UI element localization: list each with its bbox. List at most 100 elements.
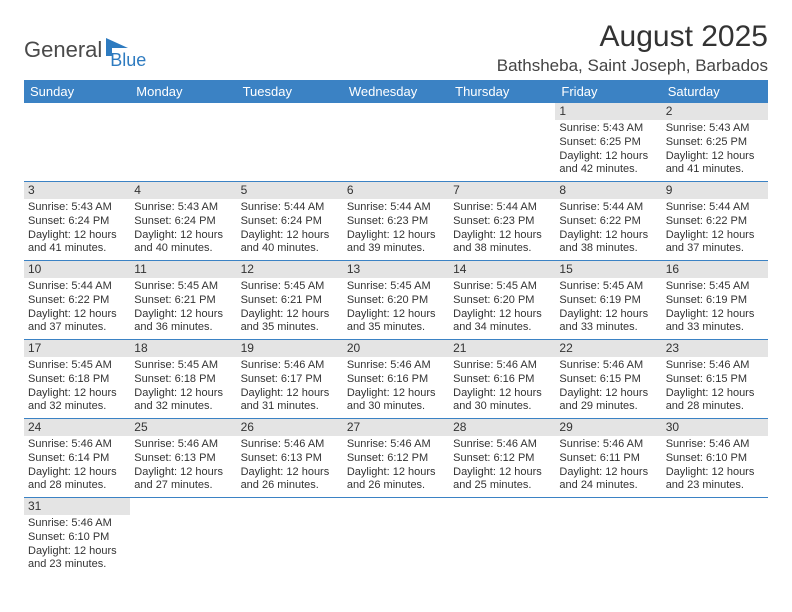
sunrise-text: Sunrise: 5:45 AM xyxy=(241,280,339,294)
sunrise-text: Sunrise: 5:46 AM xyxy=(28,517,126,531)
calendar-day-cell: 15Sunrise: 5:45 AMSunset: 6:19 PMDayligh… xyxy=(555,261,661,340)
daylight-text: Daylight: 12 hours xyxy=(559,150,657,164)
sunset-text: Sunset: 6:21 PM xyxy=(134,294,232,308)
daylight-text: Daylight: 12 hours xyxy=(559,466,657,480)
calendar-day-cell: 1Sunrise: 5:43 AMSunset: 6:25 PMDaylight… xyxy=(555,103,661,182)
day-number: 7 xyxy=(449,182,555,199)
sunrise-text: Sunrise: 5:44 AM xyxy=(559,201,657,215)
weekday-header: Sunday xyxy=(24,80,130,103)
sunset-text: Sunset: 6:16 PM xyxy=(453,373,551,387)
day-number: 8 xyxy=(555,182,661,199)
sunrise-text: Sunrise: 5:46 AM xyxy=(241,359,339,373)
logo-text-general: General xyxy=(24,37,102,63)
sunset-text: Sunset: 6:12 PM xyxy=(347,452,445,466)
calendar-day-cell: 2Sunrise: 5:43 AMSunset: 6:25 PMDaylight… xyxy=(662,103,768,182)
day-number: 12 xyxy=(237,261,343,278)
daylight-text: Daylight: 12 hours xyxy=(241,308,339,322)
sunset-text: Sunset: 6:20 PM xyxy=(347,294,445,308)
daylight-text: Daylight: 12 hours xyxy=(559,308,657,322)
sunrise-text: Sunrise: 5:44 AM xyxy=(241,201,339,215)
daylight-text: Daylight: 12 hours xyxy=(241,387,339,401)
calendar-week-row: 31Sunrise: 5:46 AMSunset: 6:10 PMDayligh… xyxy=(24,498,768,577)
daylight-text: and 38 minutes. xyxy=(453,242,551,256)
sunrise-text: Sunrise: 5:46 AM xyxy=(559,438,657,452)
day-number: 27 xyxy=(343,419,449,436)
daylight-text: and 41 minutes. xyxy=(28,242,126,256)
calendar-day-cell: 17Sunrise: 5:45 AMSunset: 6:18 PMDayligh… xyxy=(24,340,130,419)
sunrise-text: Sunrise: 5:44 AM xyxy=(453,201,551,215)
calendar-day-cell: 3Sunrise: 5:43 AMSunset: 6:24 PMDaylight… xyxy=(24,182,130,261)
logo: General Blue xyxy=(24,20,146,71)
sunset-text: Sunset: 6:23 PM xyxy=(347,215,445,229)
daylight-text: and 37 minutes. xyxy=(666,242,764,256)
daylight-text: and 38 minutes. xyxy=(559,242,657,256)
sunset-text: Sunset: 6:13 PM xyxy=(241,452,339,466)
daylight-text: Daylight: 12 hours xyxy=(559,229,657,243)
sunrise-text: Sunrise: 5:46 AM xyxy=(347,359,445,373)
calendar-day-cell: 13Sunrise: 5:45 AMSunset: 6:20 PMDayligh… xyxy=(343,261,449,340)
weekday-header: Saturday xyxy=(662,80,768,103)
calendar-day-cell: 5Sunrise: 5:44 AMSunset: 6:24 PMDaylight… xyxy=(237,182,343,261)
sunrise-text: Sunrise: 5:46 AM xyxy=(453,359,551,373)
day-number: 28 xyxy=(449,419,555,436)
calendar-empty-cell xyxy=(237,498,343,577)
daylight-text: Daylight: 12 hours xyxy=(134,229,232,243)
daylight-text: and 40 minutes. xyxy=(134,242,232,256)
daylight-text: Daylight: 12 hours xyxy=(241,229,339,243)
sunrise-text: Sunrise: 5:44 AM xyxy=(666,201,764,215)
calendar-empty-cell xyxy=(130,498,236,577)
daylight-text: Daylight: 12 hours xyxy=(347,466,445,480)
day-number: 24 xyxy=(24,419,130,436)
calendar-week-row: 3Sunrise: 5:43 AMSunset: 6:24 PMDaylight… xyxy=(24,182,768,261)
daylight-text: Daylight: 12 hours xyxy=(28,545,126,559)
daylight-text: Daylight: 12 hours xyxy=(453,466,551,480)
daylight-text: and 26 minutes. xyxy=(347,479,445,493)
sunrise-text: Sunrise: 5:46 AM xyxy=(134,438,232,452)
weekday-header-row: Sunday Monday Tuesday Wednesday Thursday… xyxy=(24,80,768,103)
weekday-header: Friday xyxy=(555,80,661,103)
calendar-day-cell: 24Sunrise: 5:46 AMSunset: 6:14 PMDayligh… xyxy=(24,419,130,498)
calendar-empty-cell xyxy=(449,103,555,182)
daylight-text: Daylight: 12 hours xyxy=(134,387,232,401)
day-number: 29 xyxy=(555,419,661,436)
calendar-day-cell: 14Sunrise: 5:45 AMSunset: 6:20 PMDayligh… xyxy=(449,261,555,340)
sunset-text: Sunset: 6:11 PM xyxy=(559,452,657,466)
daylight-text: and 34 minutes. xyxy=(453,321,551,335)
sunrise-text: Sunrise: 5:46 AM xyxy=(28,438,126,452)
calendar-day-cell: 25Sunrise: 5:46 AMSunset: 6:13 PMDayligh… xyxy=(130,419,236,498)
sunrise-text: Sunrise: 5:45 AM xyxy=(134,359,232,373)
day-number: 3 xyxy=(24,182,130,199)
day-number: 18 xyxy=(130,340,236,357)
sunset-text: Sunset: 6:16 PM xyxy=(347,373,445,387)
daylight-text: Daylight: 12 hours xyxy=(666,150,764,164)
sunset-text: Sunset: 6:24 PM xyxy=(241,215,339,229)
sunrise-text: Sunrise: 5:43 AM xyxy=(559,122,657,136)
daylight-text: Daylight: 12 hours xyxy=(453,308,551,322)
sunset-text: Sunset: 6:17 PM xyxy=(241,373,339,387)
daylight-text: Daylight: 12 hours xyxy=(134,466,232,480)
calendar-day-cell: 6Sunrise: 5:44 AMSunset: 6:23 PMDaylight… xyxy=(343,182,449,261)
calendar-day-cell: 22Sunrise: 5:46 AMSunset: 6:15 PMDayligh… xyxy=(555,340,661,419)
daylight-text: and 37 minutes. xyxy=(28,321,126,335)
calendar-empty-cell xyxy=(130,103,236,182)
calendar-day-cell: 26Sunrise: 5:46 AMSunset: 6:13 PMDayligh… xyxy=(237,419,343,498)
daylight-text: and 33 minutes. xyxy=(666,321,764,335)
calendar-day-cell: 11Sunrise: 5:45 AMSunset: 6:21 PMDayligh… xyxy=(130,261,236,340)
sunset-text: Sunset: 6:20 PM xyxy=(453,294,551,308)
calendar-day-cell: 23Sunrise: 5:46 AMSunset: 6:15 PMDayligh… xyxy=(662,340,768,419)
calendar-empty-cell xyxy=(449,498,555,577)
daylight-text: and 29 minutes. xyxy=(559,400,657,414)
calendar-page: General Blue August 2025 Bathsheba, Sain… xyxy=(0,0,792,596)
sunset-text: Sunset: 6:22 PM xyxy=(28,294,126,308)
calendar-day-cell: 30Sunrise: 5:46 AMSunset: 6:10 PMDayligh… xyxy=(662,419,768,498)
daylight-text: Daylight: 12 hours xyxy=(666,229,764,243)
sunset-text: Sunset: 6:21 PM xyxy=(241,294,339,308)
day-number: 25 xyxy=(130,419,236,436)
daylight-text: and 40 minutes. xyxy=(241,242,339,256)
calendar-day-cell: 20Sunrise: 5:46 AMSunset: 6:16 PMDayligh… xyxy=(343,340,449,419)
calendar-day-cell: 31Sunrise: 5:46 AMSunset: 6:10 PMDayligh… xyxy=(24,498,130,577)
sunrise-text: Sunrise: 5:45 AM xyxy=(28,359,126,373)
daylight-text: and 35 minutes. xyxy=(241,321,339,335)
calendar-day-cell: 4Sunrise: 5:43 AMSunset: 6:24 PMDaylight… xyxy=(130,182,236,261)
day-number: 13 xyxy=(343,261,449,278)
